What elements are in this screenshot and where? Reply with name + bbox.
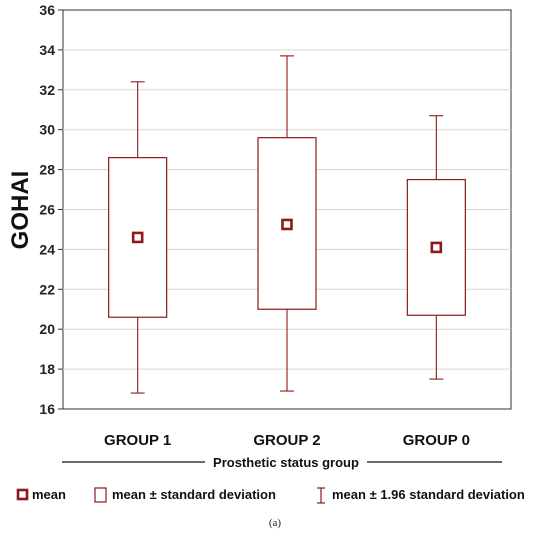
- box-group: [257, 55, 317, 392]
- y-tick-label: 22: [39, 281, 55, 297]
- legend: mean mean ± standard deviation mean ± 1.…: [16, 487, 525, 504]
- y-tick-label: 34: [39, 42, 55, 58]
- y-tick-label: 30: [39, 122, 55, 138]
- box-series: [108, 55, 466, 394]
- legend-sd-label: mean ± standard deviation: [112, 487, 276, 502]
- y-tick-label: 18: [39, 361, 55, 377]
- x-category-label: GROUP 1: [104, 432, 171, 449]
- legend-whisker-marker: [317, 487, 325, 504]
- y-tick-label: 20: [39, 321, 55, 337]
- mean-marker: [131, 231, 144, 244]
- mean-marker: [430, 241, 443, 254]
- y-tick-label: 36: [39, 2, 55, 18]
- mean-marker: [281, 218, 293, 231]
- y-tick-label: 16: [39, 401, 55, 417]
- figure-caption: (a): [269, 517, 282, 529]
- box-group: [108, 81, 168, 394]
- y-tick-label: 24: [39, 241, 55, 257]
- x-category-label: GROUP 0: [403, 432, 470, 449]
- legend-mean-marker: [16, 488, 29, 501]
- box-group: [406, 115, 466, 380]
- y-axis-title: GOHAI: [7, 171, 34, 250]
- y-axis-ticks: 16 18 20 22 24 26 28 30 32 34 36: [39, 2, 63, 417]
- legend-mean-label: mean: [32, 487, 66, 502]
- x-axis-categories: GROUP 1 GROUP 2 GROUP 0: [104, 432, 470, 449]
- y-tick-label: 32: [39, 82, 55, 98]
- legend-sd-marker: [94, 487, 107, 503]
- legend-whisker-label: mean ± 1.96 standard deviation: [332, 487, 525, 502]
- x-axis-title: Prosthetic status group: [213, 455, 359, 470]
- y-tick-label: 28: [39, 162, 55, 178]
- x-category-label: GROUP 2: [253, 432, 320, 449]
- y-tick-label: 26: [39, 202, 55, 218]
